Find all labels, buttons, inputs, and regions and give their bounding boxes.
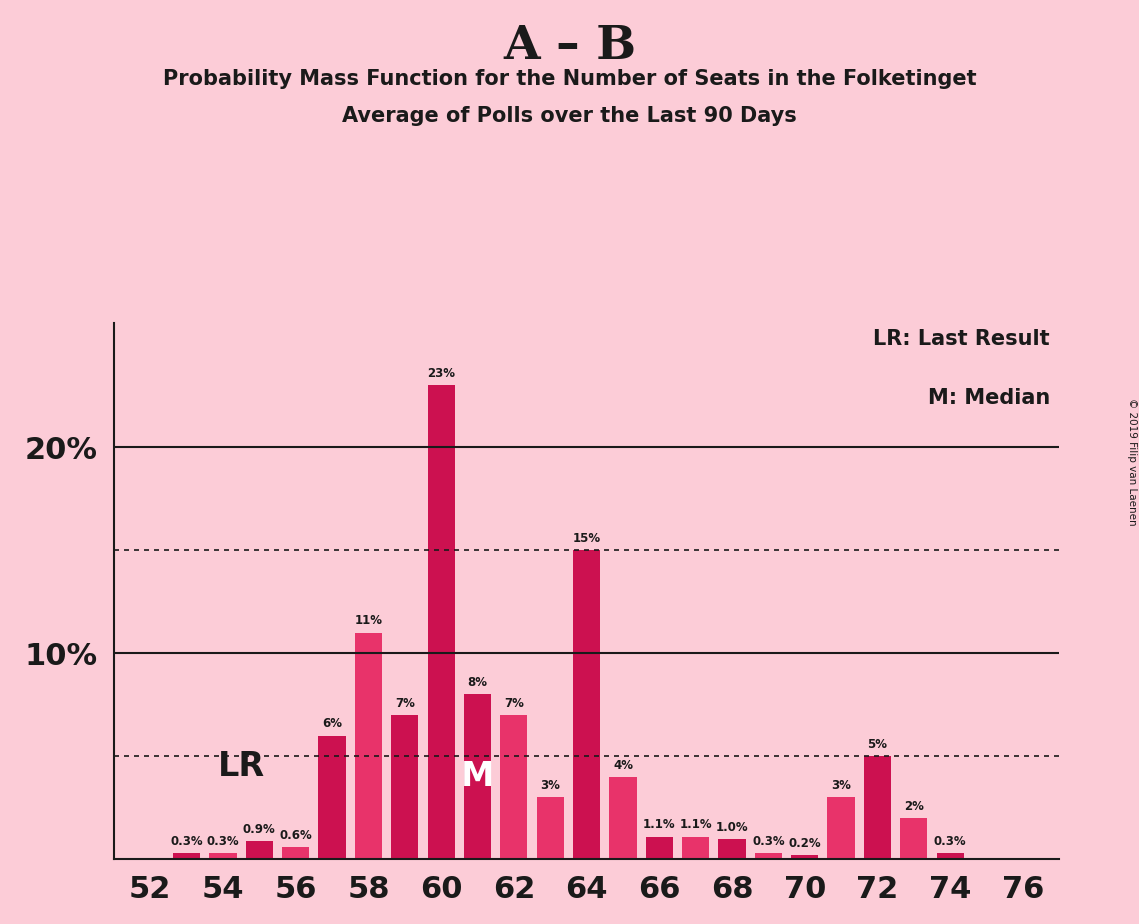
Text: Average of Polls over the Last 90 Days: Average of Polls over the Last 90 Days bbox=[342, 106, 797, 127]
Text: 5%: 5% bbox=[868, 738, 887, 751]
Bar bbox=[246, 841, 273, 859]
Bar bbox=[646, 836, 673, 859]
Text: 0.3%: 0.3% bbox=[171, 835, 203, 848]
Text: 0.3%: 0.3% bbox=[206, 835, 239, 848]
Bar bbox=[609, 777, 637, 859]
Bar bbox=[719, 839, 746, 859]
Text: 1.1%: 1.1% bbox=[679, 819, 712, 832]
Bar bbox=[900, 818, 927, 859]
Bar bbox=[210, 853, 237, 859]
Text: © 2019 Filip van Laenen: © 2019 Filip van Laenen bbox=[1126, 398, 1137, 526]
Text: 2%: 2% bbox=[904, 800, 924, 813]
Text: 0.2%: 0.2% bbox=[788, 837, 821, 850]
Bar bbox=[573, 550, 600, 859]
Bar bbox=[500, 715, 527, 859]
Bar bbox=[427, 385, 454, 859]
Bar bbox=[464, 695, 491, 859]
Text: M: Median: M: Median bbox=[927, 388, 1050, 407]
Bar bbox=[536, 797, 564, 859]
Text: Probability Mass Function for the Number of Seats in the Folketinget: Probability Mass Function for the Number… bbox=[163, 69, 976, 90]
Bar bbox=[173, 853, 200, 859]
Text: 3%: 3% bbox=[540, 779, 560, 793]
Text: 0.3%: 0.3% bbox=[752, 835, 785, 848]
Text: 0.3%: 0.3% bbox=[934, 835, 967, 848]
Text: 23%: 23% bbox=[427, 367, 456, 380]
Bar bbox=[755, 853, 782, 859]
Text: 1.1%: 1.1% bbox=[644, 819, 675, 832]
Text: A – B: A – B bbox=[503, 23, 636, 69]
Text: 3%: 3% bbox=[831, 779, 851, 793]
Text: 1.0%: 1.0% bbox=[715, 821, 748, 833]
Text: 0.6%: 0.6% bbox=[279, 829, 312, 842]
Text: 7%: 7% bbox=[395, 697, 415, 710]
Bar bbox=[827, 797, 854, 859]
Text: M: M bbox=[461, 760, 494, 794]
Text: 0.9%: 0.9% bbox=[243, 822, 276, 835]
Bar bbox=[319, 736, 346, 859]
Bar bbox=[282, 847, 310, 859]
Bar bbox=[936, 853, 964, 859]
Text: 6%: 6% bbox=[322, 718, 342, 731]
Text: 4%: 4% bbox=[613, 759, 633, 772]
Text: 7%: 7% bbox=[503, 697, 524, 710]
Text: 15%: 15% bbox=[573, 532, 600, 545]
Bar bbox=[863, 756, 891, 859]
Bar bbox=[391, 715, 418, 859]
Bar bbox=[792, 856, 819, 859]
Text: LR: LR bbox=[218, 750, 264, 783]
Text: LR: Last Result: LR: Last Result bbox=[874, 329, 1050, 348]
Text: 11%: 11% bbox=[354, 614, 383, 627]
Bar bbox=[354, 633, 382, 859]
Text: 8%: 8% bbox=[467, 676, 487, 689]
Bar bbox=[682, 836, 710, 859]
